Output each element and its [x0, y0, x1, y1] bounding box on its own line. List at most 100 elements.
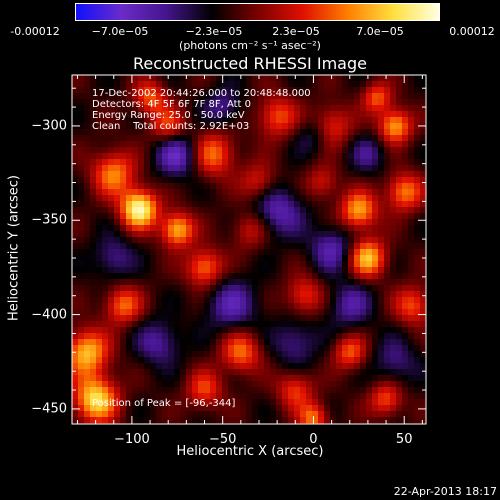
heatmap-cell — [264, 381, 271, 388]
heatmap-cell — [138, 213, 145, 220]
heatmap-cell — [234, 81, 241, 88]
heatmap-cell — [354, 369, 361, 376]
heatmap-cell — [162, 75, 169, 82]
heatmap-cell — [132, 369, 139, 376]
heatmap-cell — [114, 267, 121, 274]
heatmap-cell — [72, 357, 79, 364]
heatmap-cell — [408, 309, 415, 316]
heatmap-cell — [144, 285, 151, 292]
heatmap-cell — [252, 417, 259, 424]
heatmap-cell — [330, 87, 337, 94]
heatmap-cell — [360, 135, 367, 142]
heatmap-cell — [366, 375, 373, 382]
heatmap-cell — [384, 291, 391, 298]
heatmap-cell — [258, 315, 265, 322]
heatmap-cell — [312, 279, 319, 286]
heatmap-cell — [126, 99, 133, 106]
heatmap-cell — [138, 225, 145, 232]
heatmap-cell — [240, 201, 247, 208]
heatmap-cell — [84, 387, 91, 394]
heatmap-cell — [312, 339, 319, 346]
heatmap-cell — [102, 357, 109, 364]
heatmap-cell — [150, 297, 157, 304]
heatmap-cell — [402, 177, 409, 184]
heatmap-cell — [192, 339, 199, 346]
heatmap-cell — [90, 219, 97, 226]
heatmap-cell — [114, 147, 121, 154]
heatmap-cell — [150, 141, 157, 148]
heatmap-cell — [384, 201, 391, 208]
heatmap-cell — [318, 213, 325, 220]
heatmap-cell — [150, 273, 157, 280]
heatmap-cell — [126, 243, 133, 250]
heatmap-cell — [294, 417, 301, 424]
heatmap-cell — [306, 213, 313, 220]
heatmap-cell — [348, 99, 355, 106]
heatmap-cell — [210, 285, 217, 292]
heatmap-cell — [342, 399, 349, 406]
heatmap-cell — [384, 123, 391, 130]
heatmap-cell — [180, 321, 187, 328]
heatmap-cell — [198, 165, 205, 172]
heatmap-cell — [120, 117, 127, 124]
heatmap-cell — [330, 129, 337, 136]
heatmap-cell — [318, 171, 325, 178]
heatmap-cell — [204, 189, 211, 196]
heatmap-cell — [72, 93, 79, 100]
heatmap-cell — [162, 345, 169, 352]
heatmap-cell — [84, 87, 91, 94]
heatmap-cell — [102, 321, 109, 328]
heatmap-cell — [420, 195, 426, 202]
heatmap-cell — [168, 399, 175, 406]
heatmap-cell — [84, 309, 91, 316]
heatmap-cell — [282, 291, 289, 298]
heatmap-cell — [228, 153, 235, 160]
heatmap-cell — [72, 267, 79, 274]
heatmap-cell — [132, 165, 139, 172]
heatmap-cell — [384, 309, 391, 316]
heatmap-cell — [300, 117, 307, 124]
heatmap-cell — [270, 147, 277, 154]
heatmap-cell — [300, 189, 307, 196]
heatmap-cell — [174, 285, 181, 292]
heatmap-cell — [258, 309, 265, 316]
heatmap-cell — [246, 309, 253, 316]
heatmap-cell — [384, 405, 391, 412]
heatmap-cell — [276, 273, 283, 280]
heatmap-cell — [120, 177, 127, 184]
heatmap-cell — [180, 207, 187, 214]
heatmap-cell — [318, 285, 325, 292]
heatmap-cell — [282, 405, 289, 412]
heatmap-cell — [336, 123, 343, 130]
heatmap-cell — [234, 237, 241, 244]
heatmap-cell — [78, 87, 85, 94]
heatmap-cell — [150, 201, 157, 208]
heatmap-cell — [180, 189, 187, 196]
heatmap-cell — [336, 273, 343, 280]
heatmap-cell — [228, 81, 235, 88]
heatmap-cell — [390, 123, 397, 130]
heatmap-cell — [162, 393, 169, 400]
heatmap-cell — [228, 351, 235, 358]
heatmap-cell — [402, 417, 409, 424]
heatmap-cell — [330, 279, 337, 286]
heatmap-cell — [270, 135, 277, 142]
heatmap-cell — [336, 279, 343, 286]
heatmap-cell — [150, 231, 157, 238]
heatmap-cell — [150, 129, 157, 136]
heatmap-cell — [180, 111, 187, 118]
heatmap-cell — [252, 75, 259, 82]
heatmap-cell — [144, 141, 151, 148]
heatmap-cell — [198, 321, 205, 328]
heatmap-cell — [258, 357, 265, 364]
heatmap-cell — [258, 261, 265, 268]
heatmap-cell — [336, 117, 343, 124]
heatmap-cell — [384, 279, 391, 286]
heatmap-cell — [228, 99, 235, 106]
heatmap-cell — [108, 93, 115, 100]
heatmap-cell — [192, 237, 199, 244]
heatmap-cell — [150, 117, 157, 124]
heatmap-cell — [240, 111, 247, 118]
heatmap-cell — [210, 177, 217, 184]
heatmap-cell — [78, 291, 85, 298]
